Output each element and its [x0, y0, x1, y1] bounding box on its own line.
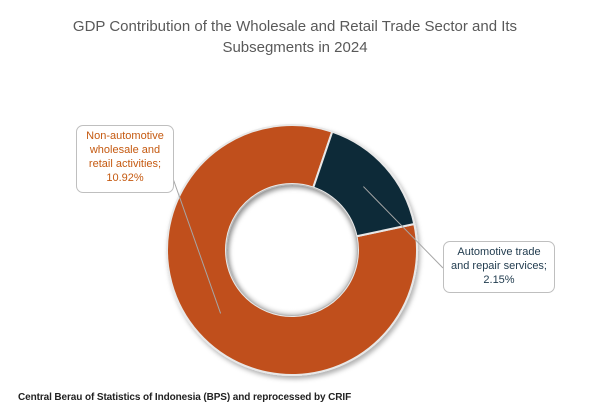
slice-label-line: Automotive trade: [457, 246, 541, 258]
slice-label-automotive: Automotive trade and repair services; 2.…: [443, 241, 555, 293]
chart-title-line-2: Subsegments in 2024: [222, 39, 368, 56]
source-note: Central Berau of Statistics of Indonesia…: [18, 392, 352, 403]
leader-line: [169, 169, 222, 314]
leader-line: [363, 186, 444, 269]
slice-label-non-automotive: Non-automotive wholesale and retail acti…: [76, 125, 174, 193]
slice-value-label: 10.92%: [106, 172, 144, 184]
slice-value-label: 2.15%: [483, 274, 515, 286]
slice-label-line: wholesale and: [89, 144, 161, 156]
slice-label-line: and repair services;: [451, 260, 547, 272]
chart-title: GDP Contribution of the Wholesale and Re…: [60, 16, 530, 58]
leader-lines: [169, 169, 444, 314]
slice-label-line: Non-automotive: [86, 130, 164, 142]
chart-title-line-1: GDP Contribution of the Wholesale and Re…: [72, 18, 518, 35]
donut-hole-shade: [226, 184, 358, 316]
slice-label-line: retail activities;: [88, 158, 162, 170]
